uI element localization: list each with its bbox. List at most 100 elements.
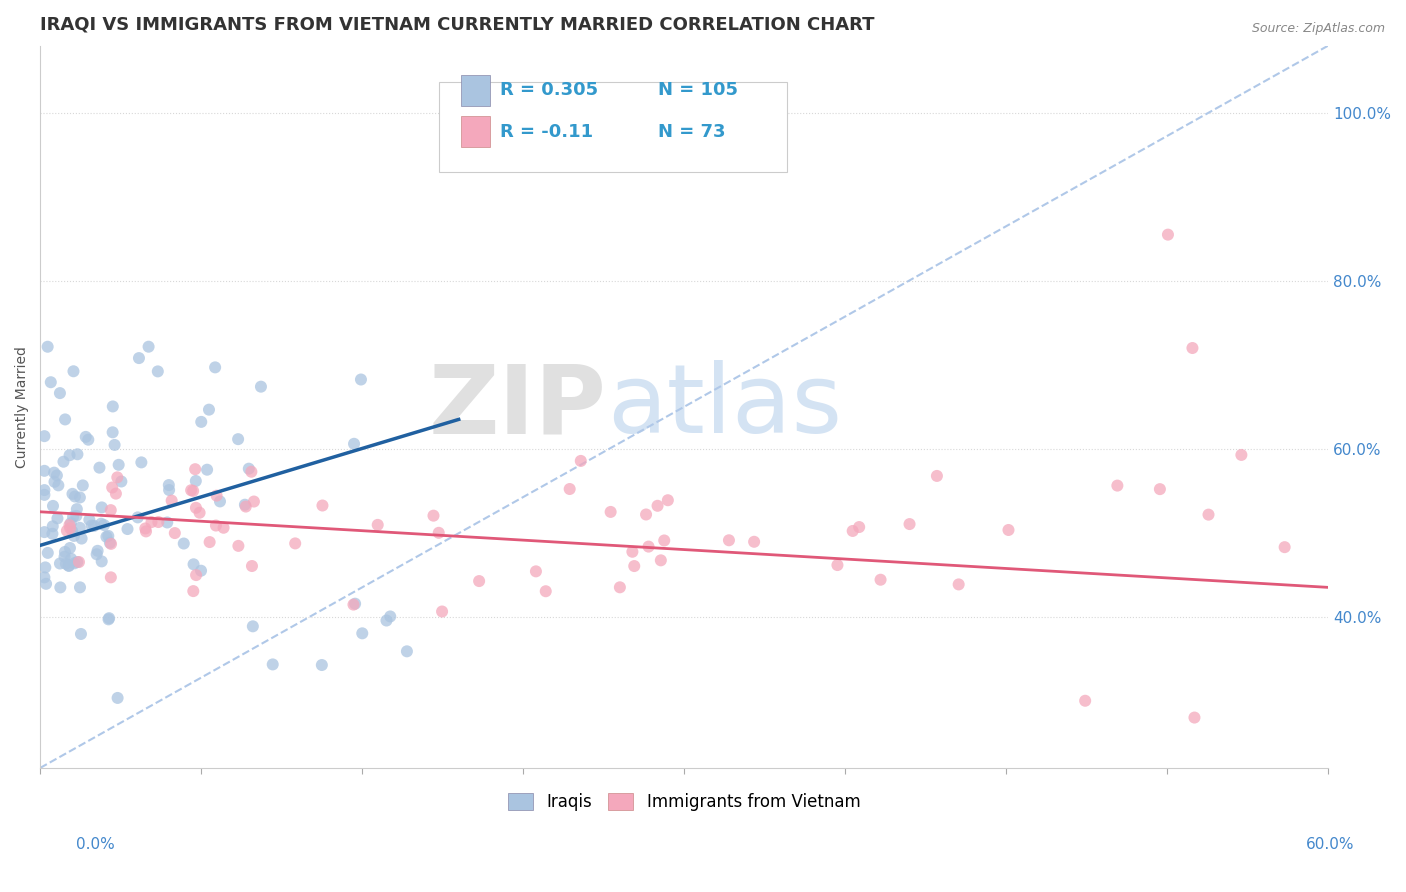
Point bbox=[242, 619, 264, 633]
Point bbox=[86, 547, 108, 561]
Point bbox=[96, 530, 118, 544]
Point bbox=[652, 533, 675, 548]
Point bbox=[62, 487, 84, 501]
Point bbox=[621, 545, 644, 559]
Point bbox=[53, 412, 76, 426]
Point bbox=[135, 524, 157, 539]
Point bbox=[188, 506, 211, 520]
Point bbox=[58, 558, 80, 573]
Point bbox=[49, 557, 72, 571]
Point bbox=[181, 584, 204, 599]
Point bbox=[34, 429, 56, 443]
Point bbox=[86, 544, 108, 558]
Point bbox=[37, 340, 59, 354]
Point bbox=[226, 432, 249, 446]
Point bbox=[609, 580, 631, 594]
Point bbox=[44, 475, 66, 489]
Point bbox=[430, 605, 453, 619]
Point bbox=[235, 500, 257, 514]
Point bbox=[97, 612, 120, 626]
Point bbox=[42, 499, 65, 513]
Point bbox=[42, 519, 65, 533]
Point bbox=[657, 493, 679, 508]
Point bbox=[128, 351, 150, 365]
Point bbox=[240, 559, 263, 574]
FancyBboxPatch shape bbox=[461, 75, 489, 105]
Point bbox=[63, 529, 86, 543]
Point bbox=[97, 529, 120, 543]
Point bbox=[422, 508, 444, 523]
Point bbox=[69, 521, 91, 535]
Point bbox=[67, 555, 90, 569]
Point bbox=[524, 565, 547, 579]
Point bbox=[1198, 508, 1220, 522]
Point bbox=[98, 611, 121, 625]
Point bbox=[898, 517, 921, 532]
Point bbox=[1149, 482, 1171, 496]
Point bbox=[58, 448, 80, 462]
Point bbox=[198, 402, 221, 417]
Point bbox=[72, 478, 94, 492]
Legend: Iraqis, Immigrants from Vietnam: Iraqis, Immigrants from Vietnam bbox=[501, 786, 868, 817]
Point bbox=[160, 493, 183, 508]
Text: 60.0%: 60.0% bbox=[1306, 838, 1354, 852]
Point bbox=[58, 558, 80, 573]
Point bbox=[49, 581, 72, 595]
Point bbox=[66, 555, 89, 569]
Point bbox=[343, 437, 366, 451]
Point bbox=[228, 539, 250, 553]
Point bbox=[53, 545, 76, 559]
Point bbox=[35, 577, 58, 591]
Point bbox=[311, 499, 333, 513]
Point bbox=[75, 430, 97, 444]
Point bbox=[93, 518, 115, 533]
Point bbox=[395, 644, 418, 658]
Point bbox=[599, 505, 621, 519]
Point bbox=[350, 372, 373, 386]
Point bbox=[157, 483, 180, 497]
Point bbox=[558, 482, 581, 496]
Point bbox=[45, 468, 67, 483]
Point bbox=[69, 580, 91, 594]
Point bbox=[427, 525, 450, 540]
Point bbox=[869, 573, 891, 587]
Point bbox=[1107, 478, 1129, 492]
Point bbox=[190, 564, 212, 578]
Text: R = -0.11: R = -0.11 bbox=[501, 122, 593, 141]
Point bbox=[55, 557, 77, 571]
Point bbox=[52, 455, 75, 469]
Point bbox=[717, 533, 740, 548]
Point bbox=[117, 522, 139, 536]
Point bbox=[59, 516, 82, 531]
Point bbox=[62, 364, 84, 378]
Point bbox=[59, 541, 82, 555]
Text: IRAQI VS IMMIGRANTS FROM VIETNAM CURRENTLY MARRIED CORRELATION CHART: IRAQI VS IMMIGRANTS FROM VIETNAM CURRENT… bbox=[41, 15, 875, 33]
Point bbox=[100, 537, 122, 551]
Point bbox=[208, 494, 231, 508]
Point bbox=[997, 523, 1019, 537]
Point bbox=[141, 515, 163, 529]
Point bbox=[375, 614, 398, 628]
Point bbox=[100, 570, 122, 584]
Point bbox=[1181, 341, 1204, 355]
Point bbox=[44, 466, 66, 480]
Point bbox=[83, 519, 105, 533]
Point bbox=[131, 455, 153, 469]
Point bbox=[198, 535, 221, 549]
Y-axis label: Currently Married: Currently Married bbox=[15, 346, 30, 467]
Point bbox=[34, 464, 56, 478]
Point bbox=[195, 463, 218, 477]
FancyBboxPatch shape bbox=[461, 117, 489, 147]
Point bbox=[62, 509, 84, 524]
Point bbox=[65, 508, 87, 523]
Point bbox=[205, 518, 228, 533]
Point bbox=[90, 500, 112, 515]
Point bbox=[70, 627, 93, 641]
Point bbox=[1230, 448, 1253, 462]
Point bbox=[180, 483, 202, 498]
Text: N = 105: N = 105 bbox=[658, 81, 738, 99]
Point bbox=[380, 609, 402, 624]
Point bbox=[204, 360, 226, 375]
Point bbox=[637, 540, 659, 554]
Text: 0.0%: 0.0% bbox=[76, 838, 115, 852]
